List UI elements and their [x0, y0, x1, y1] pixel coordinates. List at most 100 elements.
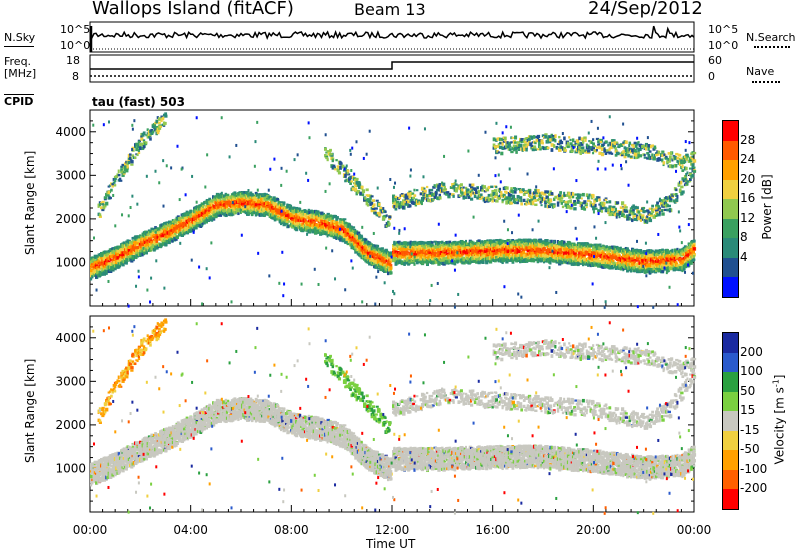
- power-echo-cell: [185, 210, 189, 213]
- power-echo-cell: [269, 212, 273, 215]
- power-echo-cell: [352, 238, 356, 242]
- power-echo-cell: [232, 192, 235, 196]
- power-echo-cell: [127, 255, 131, 259]
- power-echo-cell: [178, 233, 181, 237]
- power-echo-cell: [380, 256, 384, 260]
- power-echo-cell: [322, 212, 326, 217]
- power-echo-cell: [408, 259, 411, 262]
- power-echo-cell: [386, 271, 390, 276]
- power-echo-cell: [97, 268, 101, 271]
- power-echo-cell: [316, 230, 319, 234]
- power-echo-cell: [254, 213, 258, 217]
- power-echo-cell: [203, 215, 206, 219]
- power-echo-cell: [384, 269, 387, 273]
- power-echo-cell: [482, 260, 485, 264]
- power-echo-cell: [203, 219, 206, 224]
- power-echo-cell: [147, 231, 151, 234]
- power-echo-cell: [350, 227, 354, 232]
- power-echo-cell: [393, 249, 396, 253]
- power-echo-cell: [151, 231, 155, 235]
- power-echo-cell: [168, 240, 171, 245]
- power-echo-cell: [256, 198, 259, 202]
- power-echo-cell: [320, 215, 323, 219]
- power-echo-cell: [107, 269, 110, 273]
- power-echo-cell: [296, 215, 299, 218]
- power-echo-cell: [389, 256, 393, 261]
- power-echo-cell: [126, 258, 129, 262]
- power-echo-cell: [246, 195, 249, 199]
- power-echo-cell: [276, 218, 279, 221]
- power-echo-cell: [347, 234, 351, 238]
- power-echo-cell: [212, 204, 215, 209]
- power-echo-cell: [144, 237, 147, 240]
- power-echo-cell: [142, 251, 146, 255]
- power-echo-cell: [380, 247, 384, 250]
- power-echo-cell: [292, 213, 296, 218]
- nsky-label: N.Sky: [4, 31, 36, 44]
- power-echo-cell: [189, 225, 192, 229]
- panel0-ylabel-2000: 2000: [55, 212, 86, 226]
- power-echo-cell: [223, 203, 226, 206]
- power-echo-cell: [341, 225, 345, 229]
- power-echo-cell: [280, 205, 283, 209]
- power-echo-cell: [394, 262, 398, 266]
- power-echo-cell: [300, 213, 303, 218]
- power-echo-cell: [379, 258, 382, 262]
- power-echo-cell: [205, 208, 208, 211]
- power-echo-cell: [166, 228, 170, 233]
- power-echo-cell: [201, 205, 205, 209]
- power-echo-cell: [264, 211, 268, 215]
- date-title: 24/Sep/2012: [588, 0, 703, 19]
- power-echo-cell: [378, 264, 381, 267]
- power-echo-cell: [320, 228, 323, 232]
- power-echo-cell: [174, 232, 177, 235]
- power-echo-cell: [91, 258, 94, 262]
- power-echo-cell: [215, 211, 219, 214]
- power-echo-cell: [327, 230, 331, 234]
- power-echo-cell: [122, 241, 125, 245]
- power-echo-cell: [189, 209, 192, 213]
- power-echo-cell: [405, 253, 408, 256]
- power-echo-cell: [381, 263, 385, 267]
- panel1-ylabel-2000: 2000: [55, 418, 86, 432]
- power-echo-cell: [117, 265, 122, 268]
- power-echo-cell: [256, 209, 259, 213]
- power-echo-cell: [285, 214, 288, 217]
- power-echo-cell: [118, 261, 121, 265]
- power-echo-cell: [242, 209, 245, 213]
- power-echo-cell: [378, 256, 381, 260]
- power-echo-cell: [208, 197, 212, 201]
- power-echo-cell: [130, 249, 133, 253]
- power-echo-cell: [326, 234, 329, 238]
- power-echo-cell: [135, 253, 139, 256]
- power-echo-cell: [233, 202, 237, 206]
- power-echo-cell: [335, 233, 338, 236]
- power-echo-cell: [272, 211, 275, 215]
- power-echo-cell: [121, 262, 125, 267]
- power-echo-cell: [171, 234, 175, 239]
- power-echo-cell: [212, 209, 215, 213]
- power-echo-cell: [193, 223, 196, 227]
- power-echo-cell: [330, 232, 333, 236]
- station-title: Wallops Island (fitACF): [92, 0, 294, 19]
- power-echo-cell: [312, 230, 315, 234]
- power-echo-cell: [274, 212, 277, 215]
- power-echo-cell: [146, 243, 149, 247]
- power-echo-cell: [151, 233, 155, 238]
- power-echo-cell: [400, 248, 403, 251]
- power-echo-cell: [152, 227, 157, 231]
- power-echo-cell: [97, 273, 100, 277]
- power-echo-cell: [510, 244, 513, 248]
- power-echo-cell: [404, 261, 409, 265]
- power-echo-cell: [95, 275, 98, 279]
- power-echo-cell: [196, 205, 200, 210]
- power-echo-cell: [100, 253, 103, 257]
- power-echo-cell: [112, 261, 115, 265]
- power-echo-cell: [204, 205, 208, 209]
- power-echo-cell: [249, 191, 253, 195]
- power-echo-cell: [389, 251, 393, 254]
- x-tick-label-0: 00:00: [73, 523, 108, 537]
- power-echo-cell: [315, 212, 319, 217]
- power-echo-cell: [285, 212, 288, 216]
- power-echo-cell: [118, 248, 122, 251]
